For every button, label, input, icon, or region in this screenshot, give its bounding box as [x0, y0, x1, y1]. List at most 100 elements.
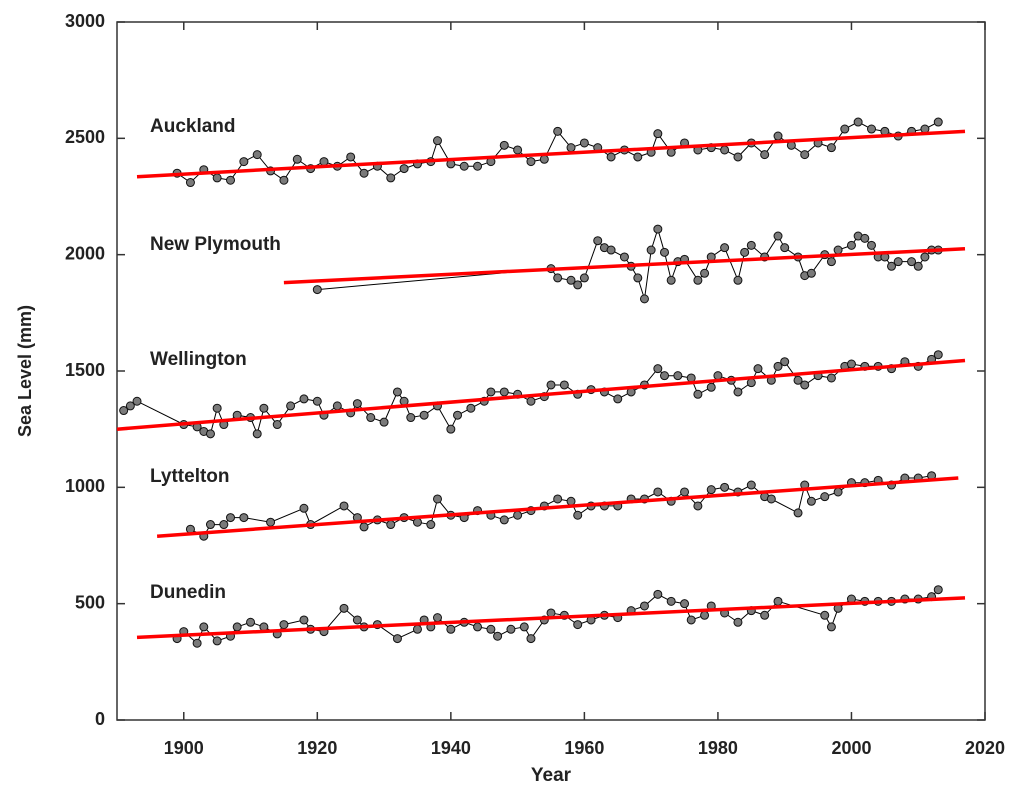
- data-point: [833, 487, 843, 497]
- data-point: [746, 240, 756, 250]
- data-point: [473, 622, 483, 632]
- data-point: [733, 387, 743, 397]
- data-point: [613, 394, 623, 404]
- data-point: [706, 382, 716, 392]
- data-point: [559, 380, 569, 390]
- data-point: [733, 275, 743, 285]
- data-point: [706, 485, 716, 495]
- data-point: [606, 152, 616, 162]
- data-point: [686, 615, 696, 625]
- trend-line: [156, 476, 959, 538]
- data-point: [359, 522, 369, 532]
- data-point: [453, 410, 463, 420]
- data-point: [833, 245, 843, 255]
- data-point: [546, 380, 556, 390]
- data-point: [920, 252, 930, 262]
- data-point: [246, 617, 256, 627]
- data-point: [553, 126, 563, 136]
- data-point: [346, 152, 356, 162]
- data-point: [746, 480, 756, 490]
- data-point: [119, 406, 129, 416]
- data-point: [746, 378, 756, 388]
- data-point: [693, 389, 703, 399]
- data-point: [392, 387, 402, 397]
- data-point: [800, 380, 810, 390]
- data-point: [740, 247, 750, 257]
- data-point: [826, 373, 836, 383]
- data-point: [279, 620, 289, 630]
- data-point: [633, 152, 643, 162]
- data-point: [840, 124, 850, 134]
- data-point: [446, 424, 456, 434]
- data-point: [793, 375, 803, 385]
- data-point: [853, 117, 863, 127]
- data-point: [933, 585, 943, 595]
- data-point: [486, 387, 496, 397]
- station-label: Dunedin: [150, 582, 226, 603]
- data-point: [766, 494, 776, 504]
- data-point: [660, 371, 670, 381]
- data-point: [226, 513, 236, 523]
- data-point: [773, 131, 783, 141]
- y-tick-label: 1500: [65, 360, 105, 380]
- data-point: [733, 152, 743, 162]
- station-label: Wellington: [150, 349, 247, 370]
- data-point: [720, 243, 730, 253]
- data-point: [780, 243, 790, 253]
- data-point: [579, 138, 589, 148]
- data-point: [432, 613, 442, 623]
- data-point: [279, 175, 289, 185]
- y-tick-label: 500: [75, 592, 105, 612]
- data-point: [553, 494, 563, 504]
- data-point: [266, 517, 276, 527]
- data-point: [820, 492, 830, 502]
- data-point: [339, 501, 349, 511]
- data-point: [933, 350, 943, 360]
- data-point: [693, 275, 703, 285]
- data-point: [513, 510, 523, 520]
- data-point: [606, 245, 616, 255]
- y-tick-label: 2500: [65, 127, 105, 147]
- data-point: [366, 413, 376, 423]
- data-point: [800, 150, 810, 160]
- data-point: [780, 357, 790, 367]
- data-point: [486, 624, 496, 634]
- y-axis-title: Sea Level (mm): [15, 305, 35, 437]
- x-tick-label: 1900: [164, 738, 204, 758]
- data-point: [339, 603, 349, 613]
- data-point: [673, 371, 683, 381]
- y-tick-label: 3000: [65, 11, 105, 31]
- data-point: [432, 136, 442, 146]
- data-point: [312, 396, 322, 406]
- station-label: New Plymouth: [150, 234, 281, 255]
- x-tick-label: 1920: [297, 738, 337, 758]
- data-point: [205, 520, 215, 530]
- data-point: [192, 638, 202, 648]
- trend-line: [136, 596, 966, 640]
- data-point: [286, 401, 296, 411]
- data-point: [493, 631, 503, 641]
- data-point: [239, 513, 249, 523]
- data-point: [866, 240, 876, 250]
- data-point: [806, 496, 816, 506]
- data-point: [653, 364, 663, 374]
- data-point: [866, 124, 876, 134]
- data-point: [573, 510, 583, 520]
- data-point: [573, 620, 583, 630]
- data-point: [806, 268, 816, 278]
- x-axis-title: Year: [531, 765, 572, 786]
- data-point: [666, 275, 676, 285]
- data-point: [526, 634, 536, 644]
- data-point: [773, 361, 783, 371]
- data-point: [539, 154, 549, 164]
- x-tick-label: 2020: [965, 738, 1005, 758]
- data-point: [499, 515, 509, 525]
- data-point: [646, 245, 656, 255]
- data-point: [446, 624, 456, 634]
- data-point: [793, 508, 803, 518]
- data-point: [212, 173, 222, 183]
- data-point: [826, 257, 836, 267]
- station-label: Auckland: [150, 116, 236, 137]
- data-point: [826, 143, 836, 153]
